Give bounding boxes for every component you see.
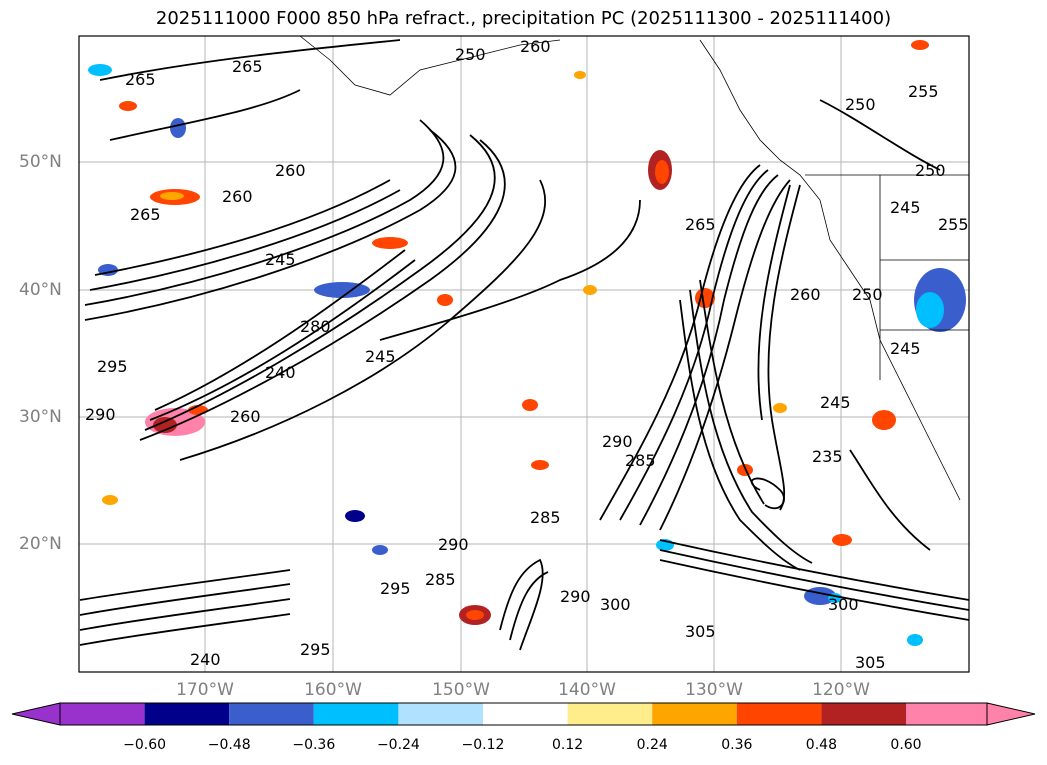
colorbar-tick: 0.12 xyxy=(552,737,584,753)
coastlines xyxy=(299,35,969,501)
contour-label: 300 xyxy=(828,595,859,614)
contour-label: 260 xyxy=(230,407,261,426)
contour-label: 250 xyxy=(915,161,946,180)
colorbar-extend-low xyxy=(11,702,61,726)
contour-label: 295 xyxy=(380,579,411,598)
colorbar-segment xyxy=(483,703,568,725)
colorbar-tick: 0.36 xyxy=(721,737,753,753)
contour-label: 255 xyxy=(938,215,969,234)
contour-label: 280 xyxy=(300,317,331,336)
colorbar-tick: −0.60 xyxy=(123,737,167,753)
lat-label: 50°N xyxy=(19,152,62,172)
contour-label: 250 xyxy=(455,45,486,64)
contour-label: 245 xyxy=(890,198,921,217)
lon-label: 140°W xyxy=(558,680,616,700)
contour-label: 260 xyxy=(222,187,253,206)
colorbar-segment xyxy=(821,703,906,725)
contour-label: 290 xyxy=(560,587,591,606)
precipitation-patches xyxy=(88,40,966,646)
map-title: 2025111000 F000 850 hPa refract., precip… xyxy=(155,8,892,29)
contour-label: 245 xyxy=(820,393,851,412)
colorbar-tick: −0.48 xyxy=(207,737,251,753)
contour-label: 265 xyxy=(685,215,716,234)
colorbar-segment xyxy=(313,703,399,725)
lon-label: 170°W xyxy=(176,680,234,700)
contour-label: 305 xyxy=(685,622,716,641)
colorbar-tick: −0.24 xyxy=(376,737,420,753)
contour-label: 250 xyxy=(852,285,883,304)
contour-label: 265 xyxy=(232,57,263,76)
contour-label: 295 xyxy=(97,357,128,376)
colorbar-segment xyxy=(60,703,145,725)
lon-label: 130°W xyxy=(685,680,743,700)
colorbar-segment xyxy=(567,703,653,725)
colorbar-extend-high xyxy=(986,702,1036,726)
contour-label: 285 xyxy=(425,570,456,589)
contour-label: 285 xyxy=(530,508,561,527)
colorbar-segment xyxy=(229,703,314,725)
contour-label: 265 xyxy=(125,70,156,89)
colorbar-tick: 0.48 xyxy=(805,737,837,753)
contour-label: 245 xyxy=(890,339,921,358)
contour-label: 245 xyxy=(365,347,396,366)
contour-label: 285 xyxy=(625,451,656,470)
contour-label: 290 xyxy=(438,535,469,554)
colorbar-segment xyxy=(906,703,987,725)
contour-label: 260 xyxy=(275,161,306,180)
colorbar-tick: −0.12 xyxy=(461,737,505,753)
contour-label: 245 xyxy=(265,250,296,269)
colorbar-segment xyxy=(736,703,822,725)
refractivity-contours xyxy=(79,39,970,651)
lon-label: 120°W xyxy=(812,680,870,700)
map-area xyxy=(79,36,969,672)
contour-label: 265 xyxy=(130,205,161,224)
contour-label: 295 xyxy=(300,640,331,659)
contour-label: 290 xyxy=(602,432,633,451)
contour-label: 305 xyxy=(855,653,886,672)
graticule xyxy=(79,36,969,672)
map-border xyxy=(78,35,970,673)
colorbar-tick: 0.60 xyxy=(890,737,922,753)
contour-label: 260 xyxy=(520,37,551,56)
contour-label: 240 xyxy=(265,363,296,382)
lat-label: 30°N xyxy=(19,407,62,427)
colorbar-segment xyxy=(652,703,737,725)
colorbar xyxy=(11,702,1036,726)
lat-label: 40°N xyxy=(19,280,62,300)
contour-labels: 265 250 260 255 260 265 260 245 250 245 … xyxy=(85,37,969,672)
contour-label: 290 xyxy=(85,405,116,424)
contour-label: 240 xyxy=(190,650,221,669)
contour-label: 300 xyxy=(600,595,631,614)
lon-label: 160°W xyxy=(304,680,362,700)
colorbar-tick: 0.24 xyxy=(636,737,668,753)
colorbar-tick: −0.36 xyxy=(292,737,336,753)
colorbar-segment xyxy=(144,703,230,725)
contour-label: 235 xyxy=(812,447,843,466)
lat-label: 20°N xyxy=(19,534,62,554)
contour-label: 260 xyxy=(790,285,821,304)
lon-label: 150°W xyxy=(432,680,490,700)
contour-label: 250 xyxy=(845,95,876,114)
contour-label: 255 xyxy=(908,82,939,101)
colorbar-segment xyxy=(398,703,483,725)
